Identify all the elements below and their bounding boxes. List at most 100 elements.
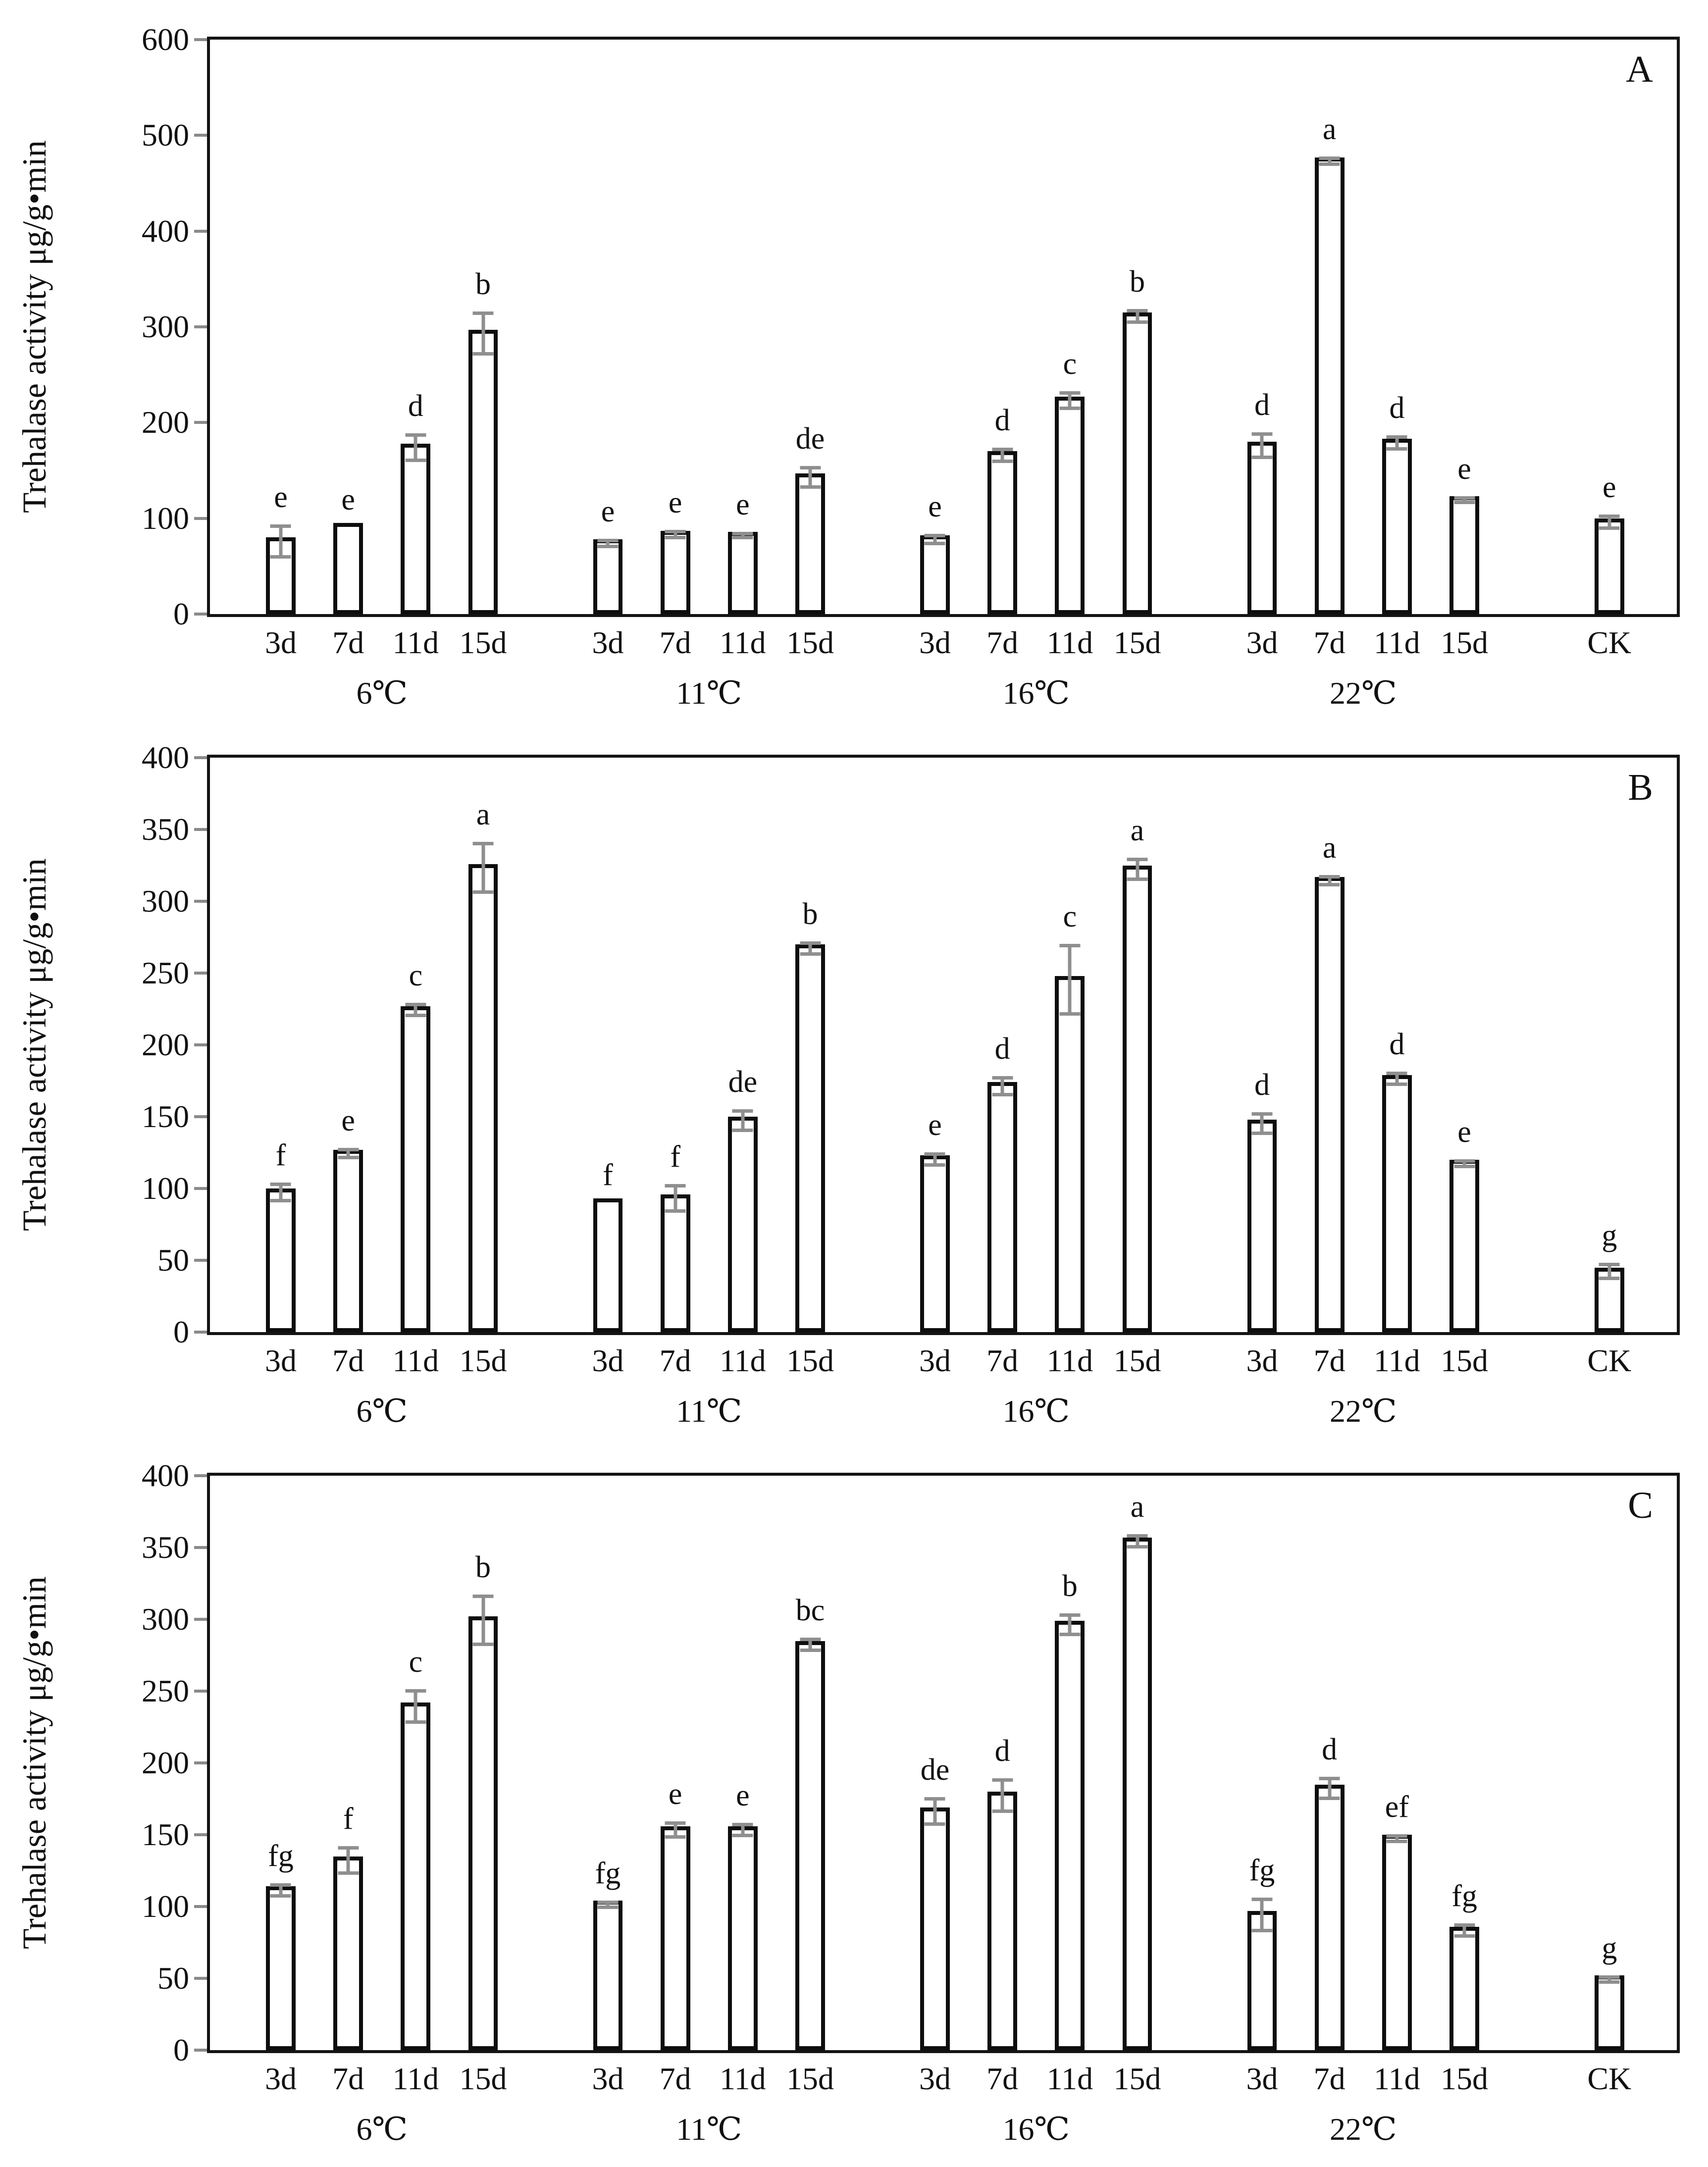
- y-tick-mark: [194, 1187, 207, 1190]
- x-tick-label: 7d: [332, 1343, 364, 1378]
- significance-letter: b: [1062, 1569, 1078, 1603]
- bar: [1314, 156, 1345, 614]
- bar-cell: b: [449, 1476, 517, 2050]
- bar: [987, 1076, 1018, 1332]
- y-tick-label: 400: [142, 1458, 189, 1493]
- significance-letter: e: [668, 486, 682, 520]
- bar-cell: e: [901, 40, 969, 614]
- y-tick-mark: [194, 1833, 207, 1836]
- y-tick-label: 0: [173, 2032, 189, 2067]
- error-bar: [673, 1184, 677, 1213]
- y-tick-label: 50: [157, 1242, 189, 1278]
- bar-cell: fg: [1228, 1476, 1295, 2050]
- bar: [401, 1689, 431, 2050]
- significance-letter: a: [1130, 814, 1144, 848]
- error-bar: [933, 1797, 937, 1826]
- panel-letter: A: [1626, 49, 1653, 90]
- bar-cell: a: [1103, 1476, 1171, 2050]
- bar-cell: d: [1228, 40, 1295, 614]
- error-bar: [414, 1689, 417, 1724]
- bar: [266, 524, 296, 614]
- y-tick-mark: [194, 1474, 207, 1477]
- error-bar: [808, 1638, 812, 1652]
- bar-cell: fg: [247, 1476, 314, 2050]
- x-tick-label: 3d: [919, 1343, 951, 1378]
- bar: [593, 1198, 623, 1332]
- bar-cell: e: [314, 758, 382, 1332]
- y-tick-label: 200: [142, 405, 189, 440]
- bar-cell: f: [247, 758, 314, 1332]
- error-bar: [279, 1182, 283, 1203]
- significance-letter: c: [1063, 900, 1077, 934]
- significance-letter: d: [1254, 388, 1270, 422]
- bar: [401, 1003, 431, 1332]
- bar-cell: e: [247, 40, 314, 614]
- error-bar: [808, 941, 812, 956]
- y-tick-label: 300: [142, 1601, 189, 1637]
- x-tick-label: 15d: [786, 1343, 834, 1378]
- bar: [1382, 1834, 1412, 2050]
- error-bar: [741, 1109, 745, 1133]
- y-tick-mark: [194, 1259, 207, 1262]
- y-tick-mark: [194, 972, 207, 975]
- y-axis-label: Trehalase activity μg/g•min: [15, 1576, 53, 1950]
- bar-cell: e: [1431, 40, 1498, 614]
- y-tick-label: 150: [142, 1817, 189, 1852]
- significance-letter: a: [1322, 112, 1337, 147]
- significance-letter: f: [275, 1138, 286, 1172]
- bar: [987, 447, 1018, 614]
- bar-cell: ef: [1363, 1476, 1431, 2050]
- x-tick-label: 11d: [392, 625, 439, 660]
- bar-cell: e: [314, 40, 382, 614]
- x-tick-label: 7d: [332, 625, 364, 660]
- error-bar: [1000, 1778, 1004, 1813]
- significance-letter: bc: [795, 1594, 825, 1627]
- bar: [1247, 432, 1277, 614]
- bar-cell: b: [1036, 1476, 1103, 2050]
- x-tick-label: 7d: [1313, 1343, 1346, 1378]
- significance-letter: e: [928, 489, 942, 523]
- bar: [1314, 1777, 1345, 2050]
- y-tick-label: 50: [157, 1961, 189, 1996]
- bar: [795, 1638, 825, 2050]
- error-bar: [481, 1595, 485, 1647]
- x-tick-label: 7d: [1313, 2061, 1346, 2096]
- significance-letter: b: [802, 897, 818, 931]
- bar-cell: de: [901, 1476, 969, 2050]
- x-tick-label: 3d: [1246, 625, 1278, 660]
- bar: [401, 433, 431, 614]
- error-bar: [1260, 432, 1264, 460]
- error-bar: [346, 1148, 350, 1160]
- y-tick-label: 100: [142, 1171, 189, 1206]
- y-tick-mark: [194, 1043, 207, 1046]
- significance-letter: e: [928, 1108, 942, 1142]
- bar: [1055, 391, 1085, 614]
- bar-cell: g: [1576, 1476, 1643, 2050]
- x-tick-label: 15d: [1113, 2061, 1161, 2096]
- x-tick-label: 7d: [332, 2061, 364, 2096]
- y-tick-label: 150: [142, 1099, 189, 1134]
- error-bar: [1607, 1263, 1611, 1280]
- bar: [1594, 1263, 1624, 1332]
- bar-cell: e: [642, 40, 709, 614]
- error-bar: [1068, 391, 1072, 411]
- y-tick-label: 350: [142, 1530, 189, 1565]
- significance-letter: de: [795, 421, 825, 456]
- bar: [468, 842, 498, 1332]
- significance-letter: e: [736, 1779, 750, 1813]
- y-tick-mark: [194, 756, 207, 759]
- bar: [1055, 1613, 1085, 2050]
- group-label: 22℃: [1329, 1393, 1397, 1429]
- bar: [468, 1595, 498, 2050]
- group-label: 16℃: [1002, 675, 1070, 711]
- bars-container: f e c a f f de b e d c a d a d e g: [210, 758, 1677, 1332]
- y-tick-mark: [194, 38, 207, 41]
- y-tick-label: 400: [142, 740, 189, 775]
- x-tick-label: 11d: [1046, 625, 1093, 660]
- significance-letter: f: [343, 1802, 354, 1836]
- panel-letter: B: [1628, 767, 1653, 808]
- y-tick-label: 250: [142, 955, 189, 990]
- error-bar: [1000, 447, 1004, 463]
- x-tick-label: 7d: [659, 2061, 691, 2096]
- y-tick-mark: [194, 1115, 207, 1118]
